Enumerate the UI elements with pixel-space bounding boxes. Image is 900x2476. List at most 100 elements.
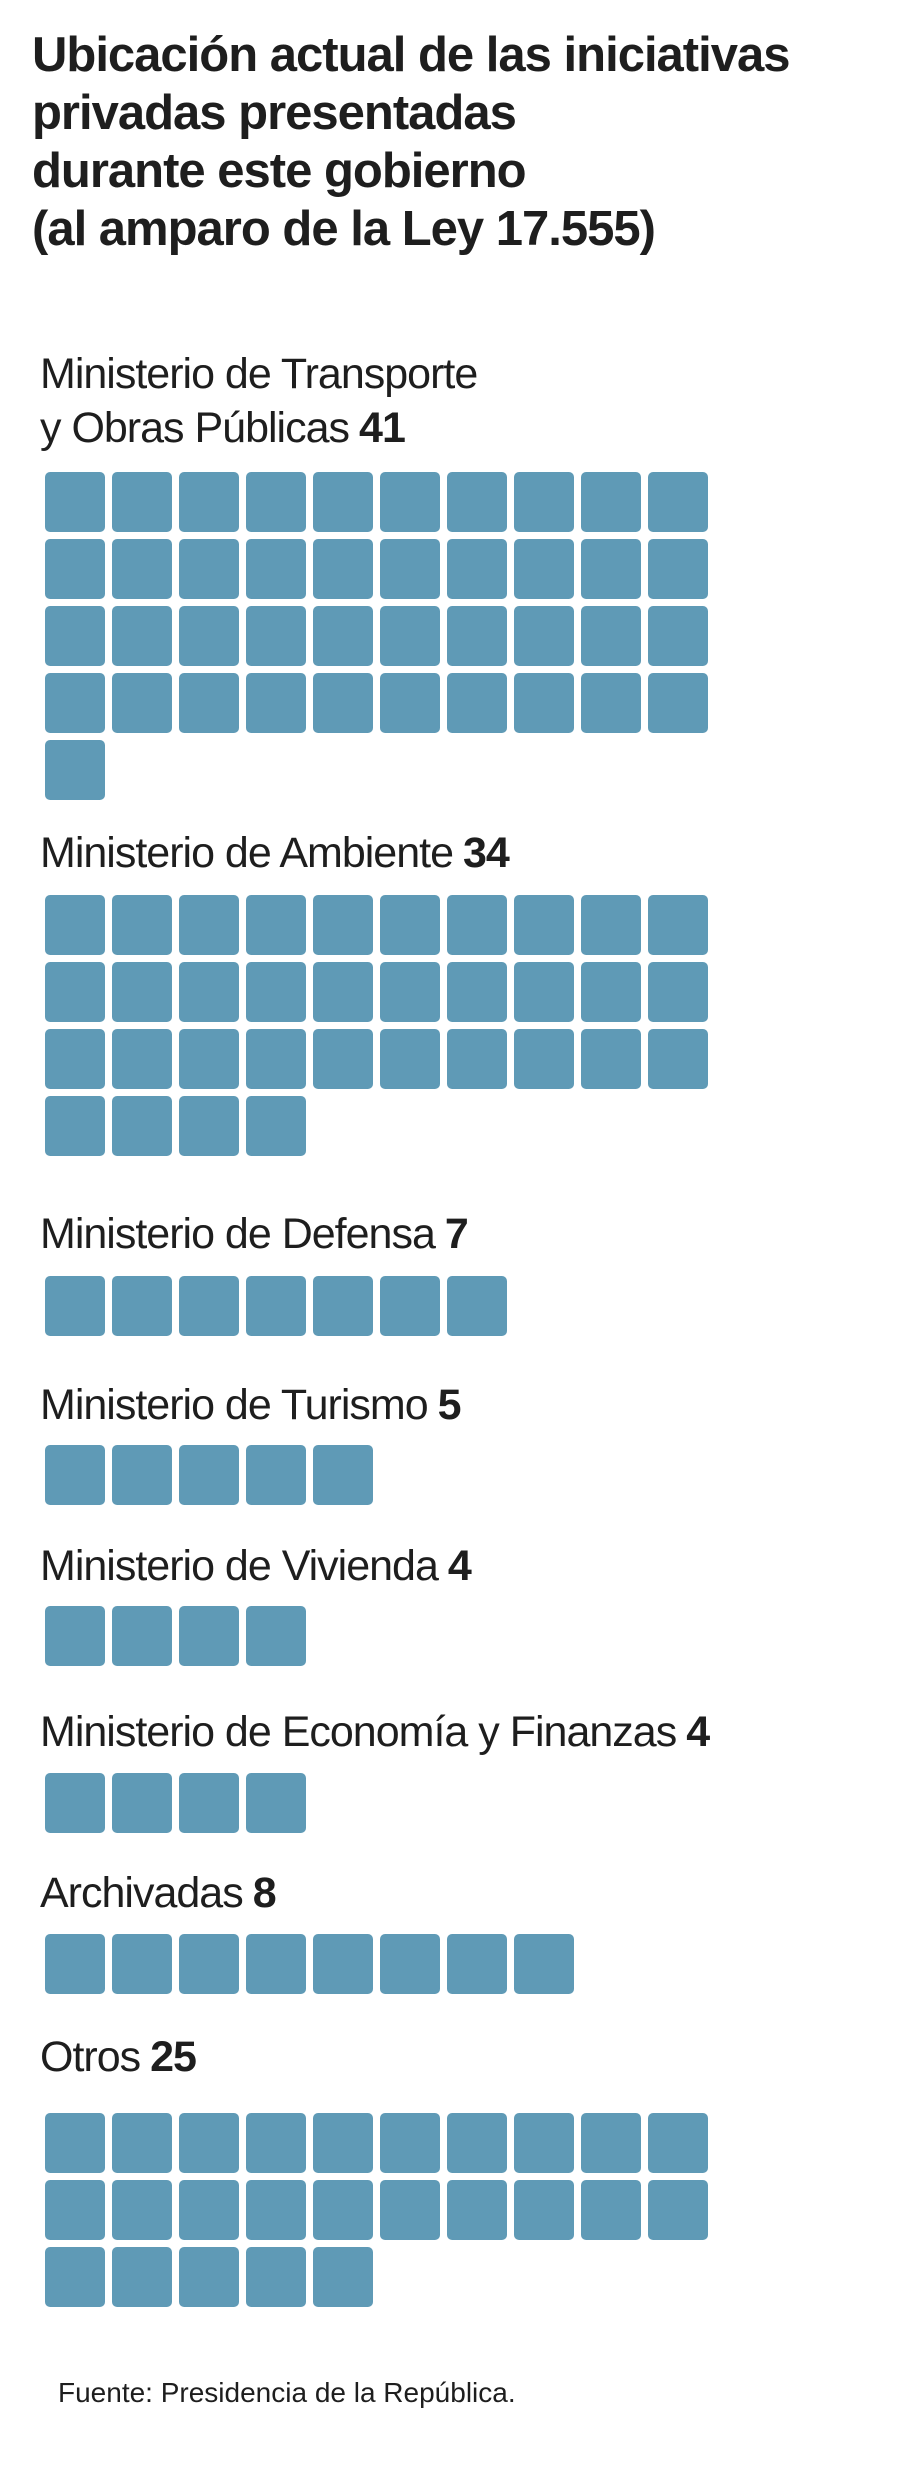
waffle-unit bbox=[447, 895, 507, 955]
waffle-unit bbox=[514, 606, 574, 666]
waffle-unit bbox=[45, 1773, 105, 1833]
category-count: 7 bbox=[444, 1210, 469, 1258]
category-label-turismo: Ministerio de Turismo 5 bbox=[40, 1378, 462, 1432]
waffle-unit bbox=[246, 2113, 306, 2173]
waffle-unit bbox=[380, 673, 440, 733]
waffle-unit bbox=[45, 539, 105, 599]
waffle-unit bbox=[179, 1773, 239, 1833]
waffle-unit bbox=[313, 606, 373, 666]
waffle-unit bbox=[112, 1276, 172, 1336]
waffle-unit bbox=[380, 895, 440, 955]
waffle-unit bbox=[648, 962, 708, 1022]
category-label-text: Otros bbox=[40, 2033, 141, 2081]
chart-title: Ubicación actual de las iniciativas priv… bbox=[32, 26, 872, 258]
category-label-text: Ministerio de Turismo bbox=[40, 1381, 429, 1429]
waffle-unit bbox=[179, 2180, 239, 2240]
waffle-unit bbox=[179, 1934, 239, 1994]
waffle-unit bbox=[447, 606, 507, 666]
waffle-unit bbox=[112, 1445, 172, 1505]
waffle-unit bbox=[45, 962, 105, 1022]
category-count: 8 bbox=[252, 1869, 277, 1917]
waffle-unit bbox=[648, 1029, 708, 1089]
waffle-unit bbox=[514, 895, 574, 955]
waffle-unit bbox=[179, 1096, 239, 1156]
waffle-unit bbox=[380, 539, 440, 599]
waffle-unit bbox=[514, 673, 574, 733]
waffle-unit bbox=[313, 472, 373, 532]
category-label-text: Ministerio de Vivienda bbox=[40, 1542, 439, 1590]
waffle-unit bbox=[648, 673, 708, 733]
waffle-unit bbox=[380, 2180, 440, 2240]
waffle-unit bbox=[313, 1276, 373, 1336]
category-label-defensa: Ministerio de Defensa 7 bbox=[40, 1207, 469, 1261]
category-label-vivienda: Ministerio de Vivienda 4 bbox=[40, 1539, 472, 1593]
title-line: Ubicación actual de las iniciativas bbox=[32, 28, 791, 82]
waffle-unit bbox=[380, 1276, 440, 1336]
waffle-unit bbox=[246, 2247, 306, 2307]
category-label-line: Ministerio de Transporte bbox=[40, 350, 478, 398]
waffle-unit bbox=[179, 962, 239, 1022]
waffle-unit bbox=[246, 1096, 306, 1156]
waffle-unit bbox=[514, 962, 574, 1022]
waffle-unit bbox=[246, 1934, 306, 1994]
waffle-unit bbox=[45, 740, 105, 800]
waffle-unit bbox=[246, 1773, 306, 1833]
waffle-unit bbox=[648, 472, 708, 532]
waffle-unit bbox=[246, 2180, 306, 2240]
category-label-text: y Obras Públicas bbox=[40, 404, 350, 452]
waffle-unit bbox=[112, 673, 172, 733]
waffle-unit bbox=[246, 1276, 306, 1336]
waffle-unit bbox=[648, 539, 708, 599]
waffle-unit bbox=[179, 1029, 239, 1089]
title-line: (al amparo de la Ley 17.555) bbox=[32, 202, 656, 256]
waffle-unit bbox=[45, 606, 105, 666]
category-label-line: y Obras Públicas 41 bbox=[40, 401, 477, 455]
waffle-unit bbox=[380, 1934, 440, 1994]
waffle-unit bbox=[447, 673, 507, 733]
waffle-unit bbox=[447, 472, 507, 532]
waffle-unit bbox=[313, 2113, 373, 2173]
waffle-unit bbox=[179, 539, 239, 599]
waffle-unit bbox=[581, 539, 641, 599]
waffle-unit bbox=[246, 895, 306, 955]
waffle-unit bbox=[313, 1934, 373, 1994]
category-label-text: Ministerio de Defensa bbox=[40, 1210, 436, 1258]
waffle-unit bbox=[313, 1445, 373, 1505]
waffle-unit bbox=[447, 962, 507, 1022]
source-note: Fuente: Presidencia de la República. bbox=[58, 2377, 516, 2408]
waffle-unit bbox=[313, 962, 373, 1022]
waffle-unit bbox=[246, 472, 306, 532]
waffle-unit bbox=[246, 1029, 306, 1089]
waffle-unit bbox=[246, 606, 306, 666]
waffle-unit bbox=[380, 2113, 440, 2173]
waffle-unit bbox=[581, 895, 641, 955]
waffle-unit bbox=[112, 1934, 172, 1994]
category-label-text: Ministerio de Ambiente bbox=[40, 829, 454, 877]
waffle-unit bbox=[246, 1606, 306, 1666]
category-label-ambiente: Ministerio de Ambiente 34 bbox=[40, 826, 510, 880]
waffle-unit bbox=[246, 539, 306, 599]
waffle-unit bbox=[581, 673, 641, 733]
waffle-unit bbox=[112, 472, 172, 532]
waffle-unit bbox=[581, 472, 641, 532]
waffle-unit bbox=[447, 1029, 507, 1089]
waffle-unit bbox=[447, 2180, 507, 2240]
waffle-unit bbox=[45, 1934, 105, 1994]
waffle-unit bbox=[45, 472, 105, 532]
category-count: 4 bbox=[686, 1708, 710, 1756]
waffle-unit bbox=[112, 539, 172, 599]
waffle-unit bbox=[648, 895, 708, 955]
waffle-unit bbox=[246, 1445, 306, 1505]
category-label-text: Ministerio de Economía y Finanzas bbox=[40, 1708, 677, 1756]
waffle-unit bbox=[514, 1029, 574, 1089]
category-count: 4 bbox=[447, 1542, 472, 1590]
waffle-unit bbox=[581, 2113, 641, 2173]
waffle-unit bbox=[313, 2247, 373, 2307]
category-label-economia: Ministerio de Economía y Finanzas 4 bbox=[40, 1705, 710, 1759]
waffle-unit bbox=[45, 895, 105, 955]
category-count: 41 bbox=[359, 404, 406, 452]
waffle-unit bbox=[246, 673, 306, 733]
waffle-unit bbox=[514, 472, 574, 532]
waffle-unit bbox=[179, 2247, 239, 2307]
waffle-unit bbox=[447, 2113, 507, 2173]
